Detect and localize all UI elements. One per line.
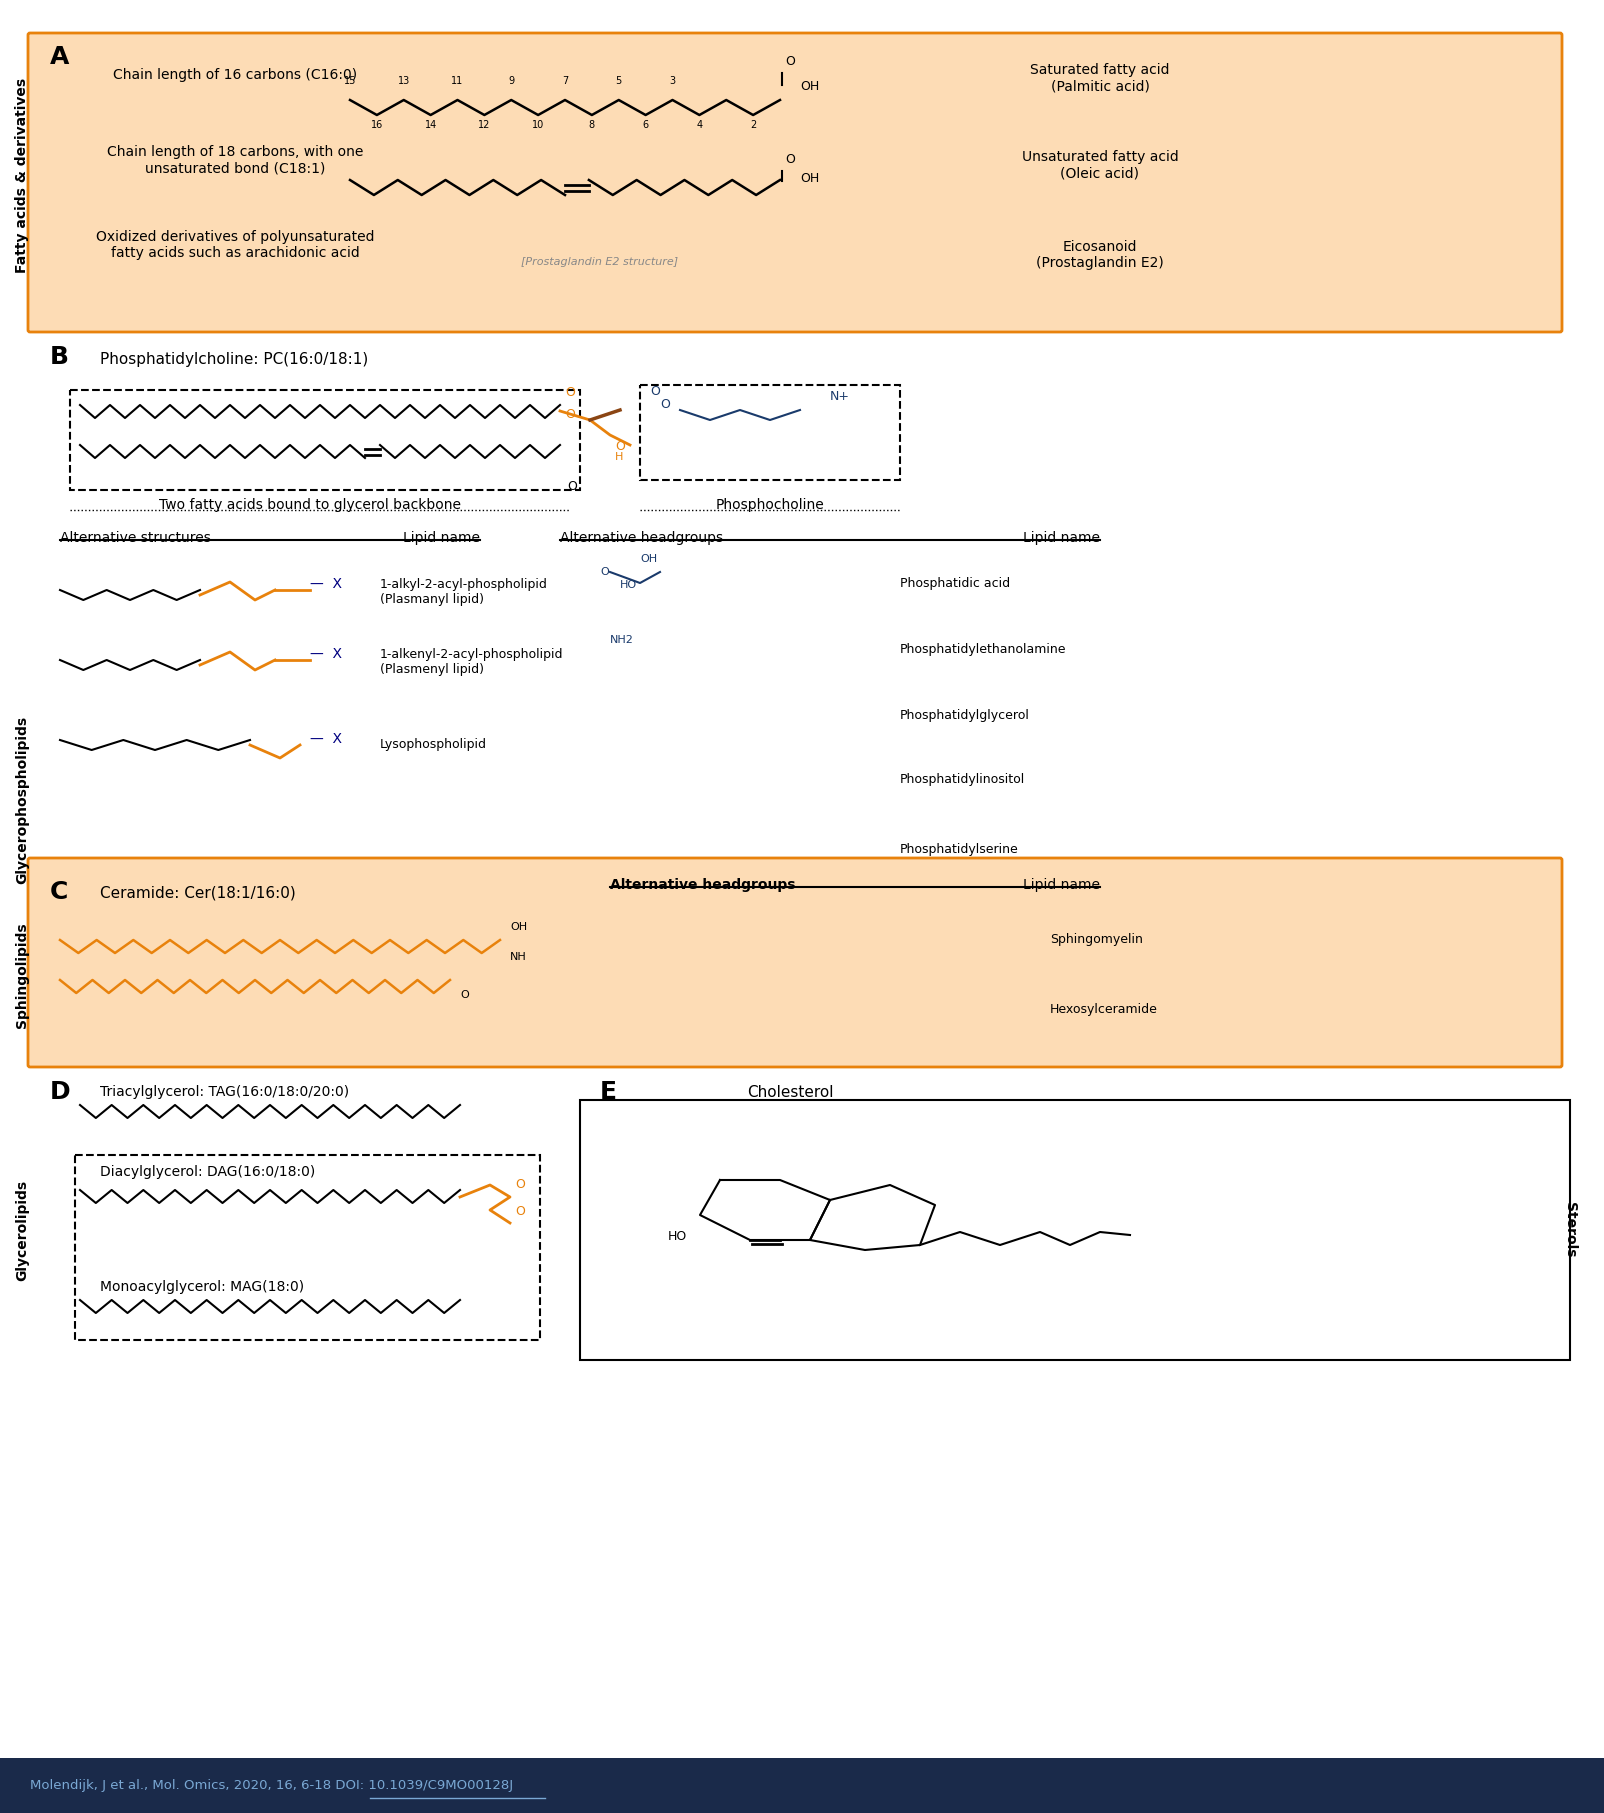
Text: O: O [565,386,574,399]
Text: O: O [600,567,610,577]
Text: Triacylglycerol: TAG(16:0/18:0/20:0): Triacylglycerol: TAG(16:0/18:0/20:0) [99,1084,350,1099]
Text: 6: 6 [643,120,648,131]
Text: Molendijk, J et al., Mol. Omics, 2020, 16, 6-18 DOI: 10.1039/C9MO00128J: Molendijk, J et al., Mol. Omics, 2020, 1… [30,1780,513,1793]
Text: O: O [784,152,796,167]
Text: Fatty acids & derivatives: Fatty acids & derivatives [14,78,29,272]
Text: Cholesterol: Cholesterol [747,1084,832,1100]
FancyBboxPatch shape [27,33,1562,332]
Text: O: O [460,990,468,1001]
Text: —  X: — X [310,732,342,745]
Text: 15: 15 [343,76,356,85]
Text: 5: 5 [616,76,622,85]
Text: C: C [50,879,69,905]
Text: O: O [614,441,626,453]
Text: Two fatty acids bound to glycerol backbone: Two fatty acids bound to glycerol backbo… [159,499,460,511]
Text: 1-alkyl-2-acyl-phospholipid
(Plasmanyl lipid): 1-alkyl-2-acyl-phospholipid (Plasmanyl l… [380,578,549,606]
Text: Lipid name: Lipid name [403,531,480,546]
Text: O: O [659,399,670,412]
Text: Sphingolipids: Sphingolipids [14,923,29,1028]
Text: NH: NH [510,952,526,963]
Text: OH: OH [510,923,528,932]
Text: Glycerolipids: Glycerolipids [14,1180,29,1280]
Text: —  X: — X [310,577,342,591]
Text: 4: 4 [696,120,703,131]
Text: Sphingomyelin: Sphingomyelin [1051,934,1144,946]
Text: —  X: — X [310,647,342,662]
Text: 7: 7 [561,76,568,85]
Text: O: O [565,408,574,421]
Text: HO: HO [667,1229,687,1244]
Text: Phosphatidylethanolamine: Phosphatidylethanolamine [900,644,1067,656]
Text: N+: N+ [829,390,850,402]
Text: Sterols: Sterols [1562,1202,1577,1258]
Text: Monoacylglycerol: MAG(18:0): Monoacylglycerol: MAG(18:0) [99,1280,305,1294]
Text: 12: 12 [478,120,491,131]
Text: Ceramide: Cer(18:1/16:0): Ceramide: Cer(18:1/16:0) [99,885,295,899]
Text: 3: 3 [669,76,675,85]
Text: Phosphatidylcholine: PC(16:0/18:1): Phosphatidylcholine: PC(16:0/18:1) [99,352,369,366]
Text: D: D [50,1081,71,1104]
Text: 8: 8 [589,120,595,131]
Text: Eicosanoid
(Prostaglandin E2): Eicosanoid (Prostaglandin E2) [1036,239,1165,270]
Text: Phosphatidylglycerol: Phosphatidylglycerol [900,709,1030,722]
FancyBboxPatch shape [27,858,1562,1068]
Text: Oxidized derivatives of polyunsaturated
fatty acids such as arachidonic acid: Oxidized derivatives of polyunsaturated … [96,230,374,261]
Text: [Prostaglandin E2 structure]: [Prostaglandin E2 structure] [521,257,678,267]
Text: Unsaturated fatty acid
(Oleic acid): Unsaturated fatty acid (Oleic acid) [1022,150,1179,179]
Text: 2: 2 [751,120,755,131]
Text: E: E [600,1081,618,1104]
Text: O: O [650,384,659,399]
Text: Diacylglycerol: DAG(16:0/18:0): Diacylglycerol: DAG(16:0/18:0) [99,1166,316,1178]
Text: 11: 11 [451,76,464,85]
Text: OH: OH [800,172,820,185]
Bar [0,1759,1604,1813]
Text: Alternative structures: Alternative structures [59,531,210,546]
Text: Lipid name: Lipid name [1023,877,1100,892]
Text: Lysophospholipid: Lysophospholipid [380,738,488,751]
Text: O: O [515,1178,525,1191]
Text: 1-alkenyl-2-acyl-phospholipid
(Plasmenyl lipid): 1-alkenyl-2-acyl-phospholipid (Plasmenyl… [380,647,563,676]
Text: Chain length of 18 carbons, with one
unsaturated bond (C18:1): Chain length of 18 carbons, with one uns… [107,145,363,176]
Text: Phosphatidylinositol: Phosphatidylinositol [900,774,1025,787]
Text: Alternative headgroups: Alternative headgroups [560,531,723,546]
Text: Chain length of 16 carbons (C16:0): Chain length of 16 carbons (C16:0) [112,69,358,82]
Text: HO: HO [621,580,637,589]
Text: Alternative headgroups: Alternative headgroups [610,877,796,892]
Text: OH: OH [800,80,820,92]
Text: Saturated fatty acid
(Palmitic acid): Saturated fatty acid (Palmitic acid) [1030,63,1169,92]
Text: OH: OH [640,555,658,564]
Text: Glycerophospholipids: Glycerophospholipids [14,716,29,885]
Text: 16: 16 [371,120,383,131]
Text: 10: 10 [533,120,544,131]
Text: NH2: NH2 [610,635,634,645]
Text: 13: 13 [398,76,411,85]
Text: Lipid name: Lipid name [1023,531,1100,546]
Bar [581,1100,1570,1360]
Text: 9: 9 [508,76,515,85]
Text: O: O [566,480,577,493]
Text: H: H [614,451,624,462]
Text: Phosphatidic acid: Phosphatidic acid [900,577,1011,589]
Text: O: O [784,54,796,69]
Text: 14: 14 [425,120,436,131]
Text: Phosphatidylserine: Phosphatidylserine [900,843,1019,856]
Text: Phosphocholine: Phosphocholine [715,499,824,511]
Text: Hexosylceramide: Hexosylceramide [1051,1004,1158,1017]
Text: A: A [50,45,69,69]
Text: O: O [515,1206,525,1218]
Text: B: B [50,344,69,370]
